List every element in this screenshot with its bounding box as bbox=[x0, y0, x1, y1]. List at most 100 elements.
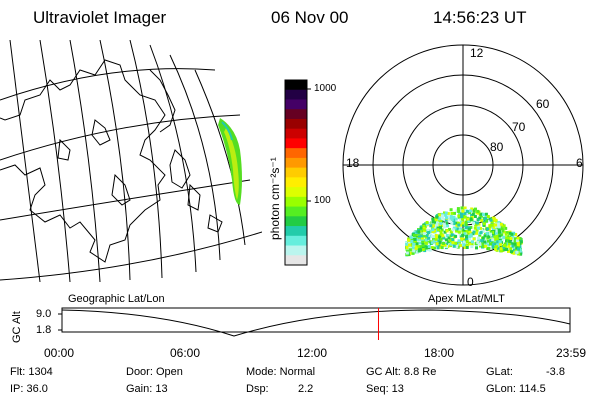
aurora-pixel bbox=[472, 230, 476, 234]
coastline bbox=[0, 59, 166, 263]
aurora-pixel bbox=[456, 221, 460, 225]
aurora-pixel bbox=[445, 242, 449, 246]
aurora-pixel bbox=[414, 246, 418, 250]
aurora-pixel bbox=[455, 245, 459, 249]
flight-readout: Flt: 1304 bbox=[10, 366, 53, 378]
aurora-pixel bbox=[489, 239, 493, 242]
aurora-pixel bbox=[457, 239, 461, 243]
aurora-pixel bbox=[453, 211, 456, 215]
aurora-pixel bbox=[412, 236, 416, 240]
aurora-pixel bbox=[463, 206, 467, 210]
aurora-pixel bbox=[473, 215, 477, 218]
aurora-pixel bbox=[489, 230, 493, 234]
colorbar-segment bbox=[285, 118, 307, 130]
aurora-pixel bbox=[464, 242, 467, 246]
aurora-pixel bbox=[468, 211, 472, 215]
glon-readout: GLon: 114.5 bbox=[486, 383, 546, 395]
aurora-pixel bbox=[515, 250, 519, 254]
aurora-pixel bbox=[513, 242, 517, 246]
aurora-pixel bbox=[481, 245, 485, 248]
aurora-pixel bbox=[417, 235, 421, 239]
aurora-pixel bbox=[431, 220, 435, 224]
aurora-pixel bbox=[507, 244, 511, 248]
aurora-pixel bbox=[517, 245, 520, 249]
aurora-pixel bbox=[416, 245, 420, 249]
aurora-pixel bbox=[475, 231, 478, 235]
aurora-pixel bbox=[471, 232, 475, 236]
longitude-line bbox=[99, 40, 131, 281]
aurora-pixel bbox=[495, 229, 499, 233]
aurora-pixel bbox=[432, 224, 435, 228]
aurora-pixel bbox=[513, 240, 517, 244]
aurora-pixel bbox=[451, 241, 455, 245]
aurora-pixel bbox=[430, 246, 434, 250]
aurora-pixel bbox=[428, 248, 432, 252]
aurora-pixel bbox=[507, 242, 511, 246]
aurora-band-map-core bbox=[224, 128, 239, 200]
aurora-pixel bbox=[463, 240, 466, 244]
coastline bbox=[57, 138, 71, 161]
date-readout: 06 Nov 00 bbox=[271, 8, 349, 27]
aurora-pixel bbox=[435, 235, 439, 239]
aurora-pixel bbox=[411, 246, 415, 250]
aurora-pixel bbox=[508, 231, 512, 235]
timeline-tick-00: 00:00 bbox=[44, 346, 75, 360]
aurora-pixel bbox=[480, 239, 484, 243]
aurora-pixel bbox=[474, 207, 477, 211]
aurora-pixel bbox=[493, 235, 497, 239]
aurora-pixel bbox=[469, 209, 472, 213]
longitude-line bbox=[9, 40, 41, 283]
aurora-pixel bbox=[498, 234, 502, 238]
aurora-pixel bbox=[454, 241, 458, 245]
aurora-pixel bbox=[422, 228, 426, 232]
colorbar-segment bbox=[285, 226, 307, 237]
aurora-pixel bbox=[476, 209, 480, 213]
aurora-pixel bbox=[429, 224, 433, 228]
aurora-pixel bbox=[408, 243, 411, 247]
aurora-pixel bbox=[484, 212, 488, 216]
aurora-pixel bbox=[456, 241, 460, 245]
aurora-pixel bbox=[459, 227, 463, 231]
aurora-pixel bbox=[496, 243, 500, 247]
aurora-pixel bbox=[472, 208, 476, 212]
aurora-pixel bbox=[472, 222, 475, 225]
aurora-pixel bbox=[458, 244, 462, 247]
latitude-line bbox=[0, 114, 241, 161]
aurora-pixel bbox=[507, 249, 510, 253]
aurora-pixel bbox=[488, 225, 492, 229]
aurora-pixel bbox=[455, 224, 459, 228]
aurora-pixel bbox=[430, 241, 434, 245]
aurora-pixel bbox=[423, 232, 427, 236]
longitude-line bbox=[169, 54, 221, 261]
aurora-pixel bbox=[482, 213, 485, 217]
gain-readout: Gain: 13 bbox=[126, 383, 168, 395]
aurora-pixel bbox=[417, 232, 421, 236]
aurora-pixel bbox=[452, 244, 456, 248]
aurora-pixel bbox=[485, 219, 488, 223]
aurora-pixel bbox=[419, 248, 423, 252]
aurora-pixel bbox=[414, 250, 418, 254]
aurora-pixel bbox=[437, 235, 441, 239]
aurora-pixel bbox=[494, 218, 498, 222]
polar-ring-label-60: 60 bbox=[536, 97, 550, 111]
aurora-pixel bbox=[460, 237, 464, 241]
aurora-pixel bbox=[450, 221, 454, 225]
aurora-pixel bbox=[497, 228, 501, 232]
aurora-pixel bbox=[476, 221, 480, 225]
timeline-ymin: 1.8 bbox=[36, 324, 52, 336]
aurora-pixel bbox=[505, 239, 508, 243]
aurora-pixel bbox=[482, 222, 486, 226]
aurora-pixel bbox=[468, 242, 472, 246]
aurora-pixel bbox=[498, 240, 502, 244]
aurora-pixel bbox=[438, 242, 442, 246]
aurora-pixel bbox=[419, 245, 422, 249]
aurora-pixel bbox=[480, 218, 484, 222]
aurora-pixel bbox=[409, 251, 413, 255]
aurora-pixel bbox=[461, 217, 465, 221]
colorbar-segment bbox=[285, 235, 307, 247]
aurora-pixel bbox=[465, 238, 469, 242]
globe-limb bbox=[0, 231, 262, 281]
aurora-pixel bbox=[431, 228, 435, 232]
aurora-pixel bbox=[441, 234, 445, 238]
app-title: Ultraviolet Imager bbox=[33, 8, 167, 27]
